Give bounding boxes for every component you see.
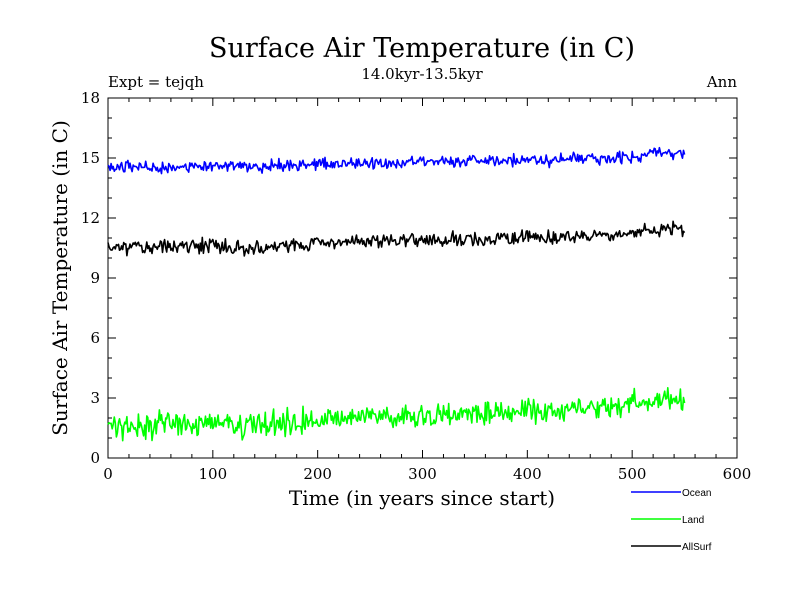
y-tick-label: 12 bbox=[81, 209, 100, 227]
chart-subtitle: 14.0kyr-13.5kyr bbox=[361, 65, 483, 83]
x-tick-label: 200 bbox=[303, 465, 332, 483]
x-tick-label: 0 bbox=[103, 465, 113, 483]
y-axis-label: Surface Air Temperature (in C) bbox=[48, 120, 72, 436]
legend-label-ocean: Ocean bbox=[682, 488, 711, 499]
series-line-ocean bbox=[107, 146, 686, 175]
series-line-land bbox=[107, 386, 686, 442]
y-tick-label: 15 bbox=[81, 149, 100, 167]
legend-label-land: Land bbox=[682, 515, 704, 526]
y-tick-label: 0 bbox=[90, 449, 100, 467]
x-tick-label: 500 bbox=[618, 465, 647, 483]
x-tick-label: 400 bbox=[513, 465, 542, 483]
legend-label-allsurf: AllSurf bbox=[682, 542, 712, 553]
experiment-label: Expt = tejqh bbox=[108, 73, 204, 91]
x-tick-label: 300 bbox=[408, 465, 437, 483]
x-axis-label: Time (in years since start) bbox=[289, 486, 555, 510]
x-tick-label: 600 bbox=[723, 465, 752, 483]
plot-frame bbox=[107, 97, 738, 459]
season-label: Ann bbox=[706, 73, 737, 91]
y-tick-label: 18 bbox=[81, 89, 100, 107]
series-lines bbox=[107, 146, 686, 442]
x-axis: 0 100 200 300 400 500 600 bbox=[103, 98, 751, 483]
legend: Ocean Land AllSurf bbox=[631, 488, 712, 553]
y-tick-label: 3 bbox=[90, 389, 100, 407]
y-axis: 0 3 6 9 12 15 18 bbox=[81, 89, 737, 467]
y-tick-label: 9 bbox=[90, 269, 100, 287]
series-line-allsurf bbox=[107, 220, 686, 257]
x-tick-label: 100 bbox=[199, 465, 228, 483]
y-tick-label: 6 bbox=[90, 329, 100, 347]
chart-title: Surface Air Temperature (in C) bbox=[209, 33, 635, 64]
